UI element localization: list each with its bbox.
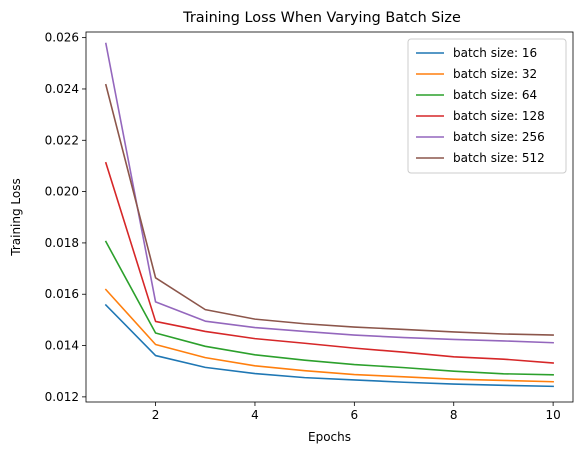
y-tick-label: 0.014 xyxy=(45,339,79,353)
y-tick-label: 0.020 xyxy=(45,185,79,199)
y-tick-label: 0.018 xyxy=(45,236,79,250)
x-tick-label: 10 xyxy=(545,408,560,422)
legend-label: batch size: 32 xyxy=(453,67,537,81)
legend: batch size: 16 batch size: 32 batch size: … xyxy=(407,38,567,174)
legend-label: batch size: 16 xyxy=(453,46,537,60)
series-line-3 xyxy=(104,240,554,376)
y-tick-label: 0.024 xyxy=(45,82,79,96)
y-tick-label: 0.022 xyxy=(45,133,79,147)
series-line-2 xyxy=(104,288,554,383)
x-tick-label: 8 xyxy=(450,408,458,422)
legend-box xyxy=(407,38,567,174)
y-tick-label: 0.026 xyxy=(45,31,79,45)
series-layer xyxy=(104,42,554,388)
series-line-6 xyxy=(104,83,554,336)
x-axis-ticks: 2 4 6 8 10 xyxy=(152,402,561,422)
y-axis-ticks: 0.012 0.014 0.016 0.018 0.020 0.022 0.024 0.026 xyxy=(45,31,86,404)
x-tick-label: 6 xyxy=(351,408,359,422)
series-line-4 xyxy=(104,161,554,364)
legend-label: batch size: 128 xyxy=(453,109,545,123)
legend-label: batch size: 512 xyxy=(453,151,545,165)
y-axis-label: Training Loss xyxy=(9,178,23,256)
legend-label: batch size: 256 xyxy=(453,130,545,144)
x-axis-label: Epochs xyxy=(308,430,351,444)
x-tick-label: 4 xyxy=(251,408,259,422)
series-line-1 xyxy=(104,303,554,388)
y-tick-label: 0.012 xyxy=(45,390,79,404)
chart-title: Training Loss When Varying Batch Size xyxy=(182,10,461,26)
legend-label: batch size: 64 xyxy=(453,88,537,102)
series-line-5 xyxy=(104,42,554,344)
plot-frame xyxy=(85,31,574,403)
x-tick-label: 2 xyxy=(152,408,160,422)
y-tick-label: 0.016 xyxy=(45,287,79,301)
